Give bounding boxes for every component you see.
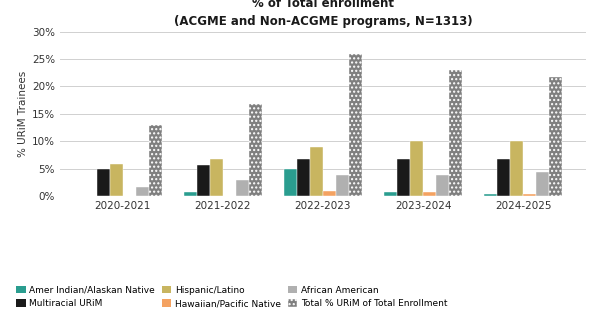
Bar [410,141,423,196]
Y-axis label: % URiM Trainees: % URiM Trainees [18,71,28,157]
Bar [484,194,497,196]
Title: UNDER-REPRESENTED MINORITY ENROLLMENT (URiM)
% of Total enrollment
(ACGME and No: UNDER-REPRESENTED MINORITY ENROLLMENT (U… [143,0,503,28]
Bar [523,194,536,196]
Bar [397,159,410,196]
Bar [210,159,223,196]
Bar [436,175,449,196]
Bar [184,191,197,196]
Bar [384,191,397,196]
Bar [323,191,336,196]
Bar [149,125,162,196]
Bar [136,187,149,196]
Legend: Amer Indian/Alaskan Native, Multiracial URiM, Hispanic/Latino, Hawaiian/Pacific : Amer Indian/Alaskan Native, Multiracial … [17,286,447,308]
Bar [510,141,523,196]
Bar [349,53,362,196]
Bar [297,159,310,196]
Bar [110,164,123,196]
Bar [449,70,462,196]
Bar [236,180,249,196]
Bar [497,159,510,196]
Bar [284,168,297,196]
Bar [249,104,262,196]
Bar [549,76,562,196]
Bar [97,168,110,196]
Bar [536,172,549,196]
Bar [197,165,210,196]
Bar [336,175,349,196]
Bar [310,147,323,196]
Bar [423,191,436,196]
